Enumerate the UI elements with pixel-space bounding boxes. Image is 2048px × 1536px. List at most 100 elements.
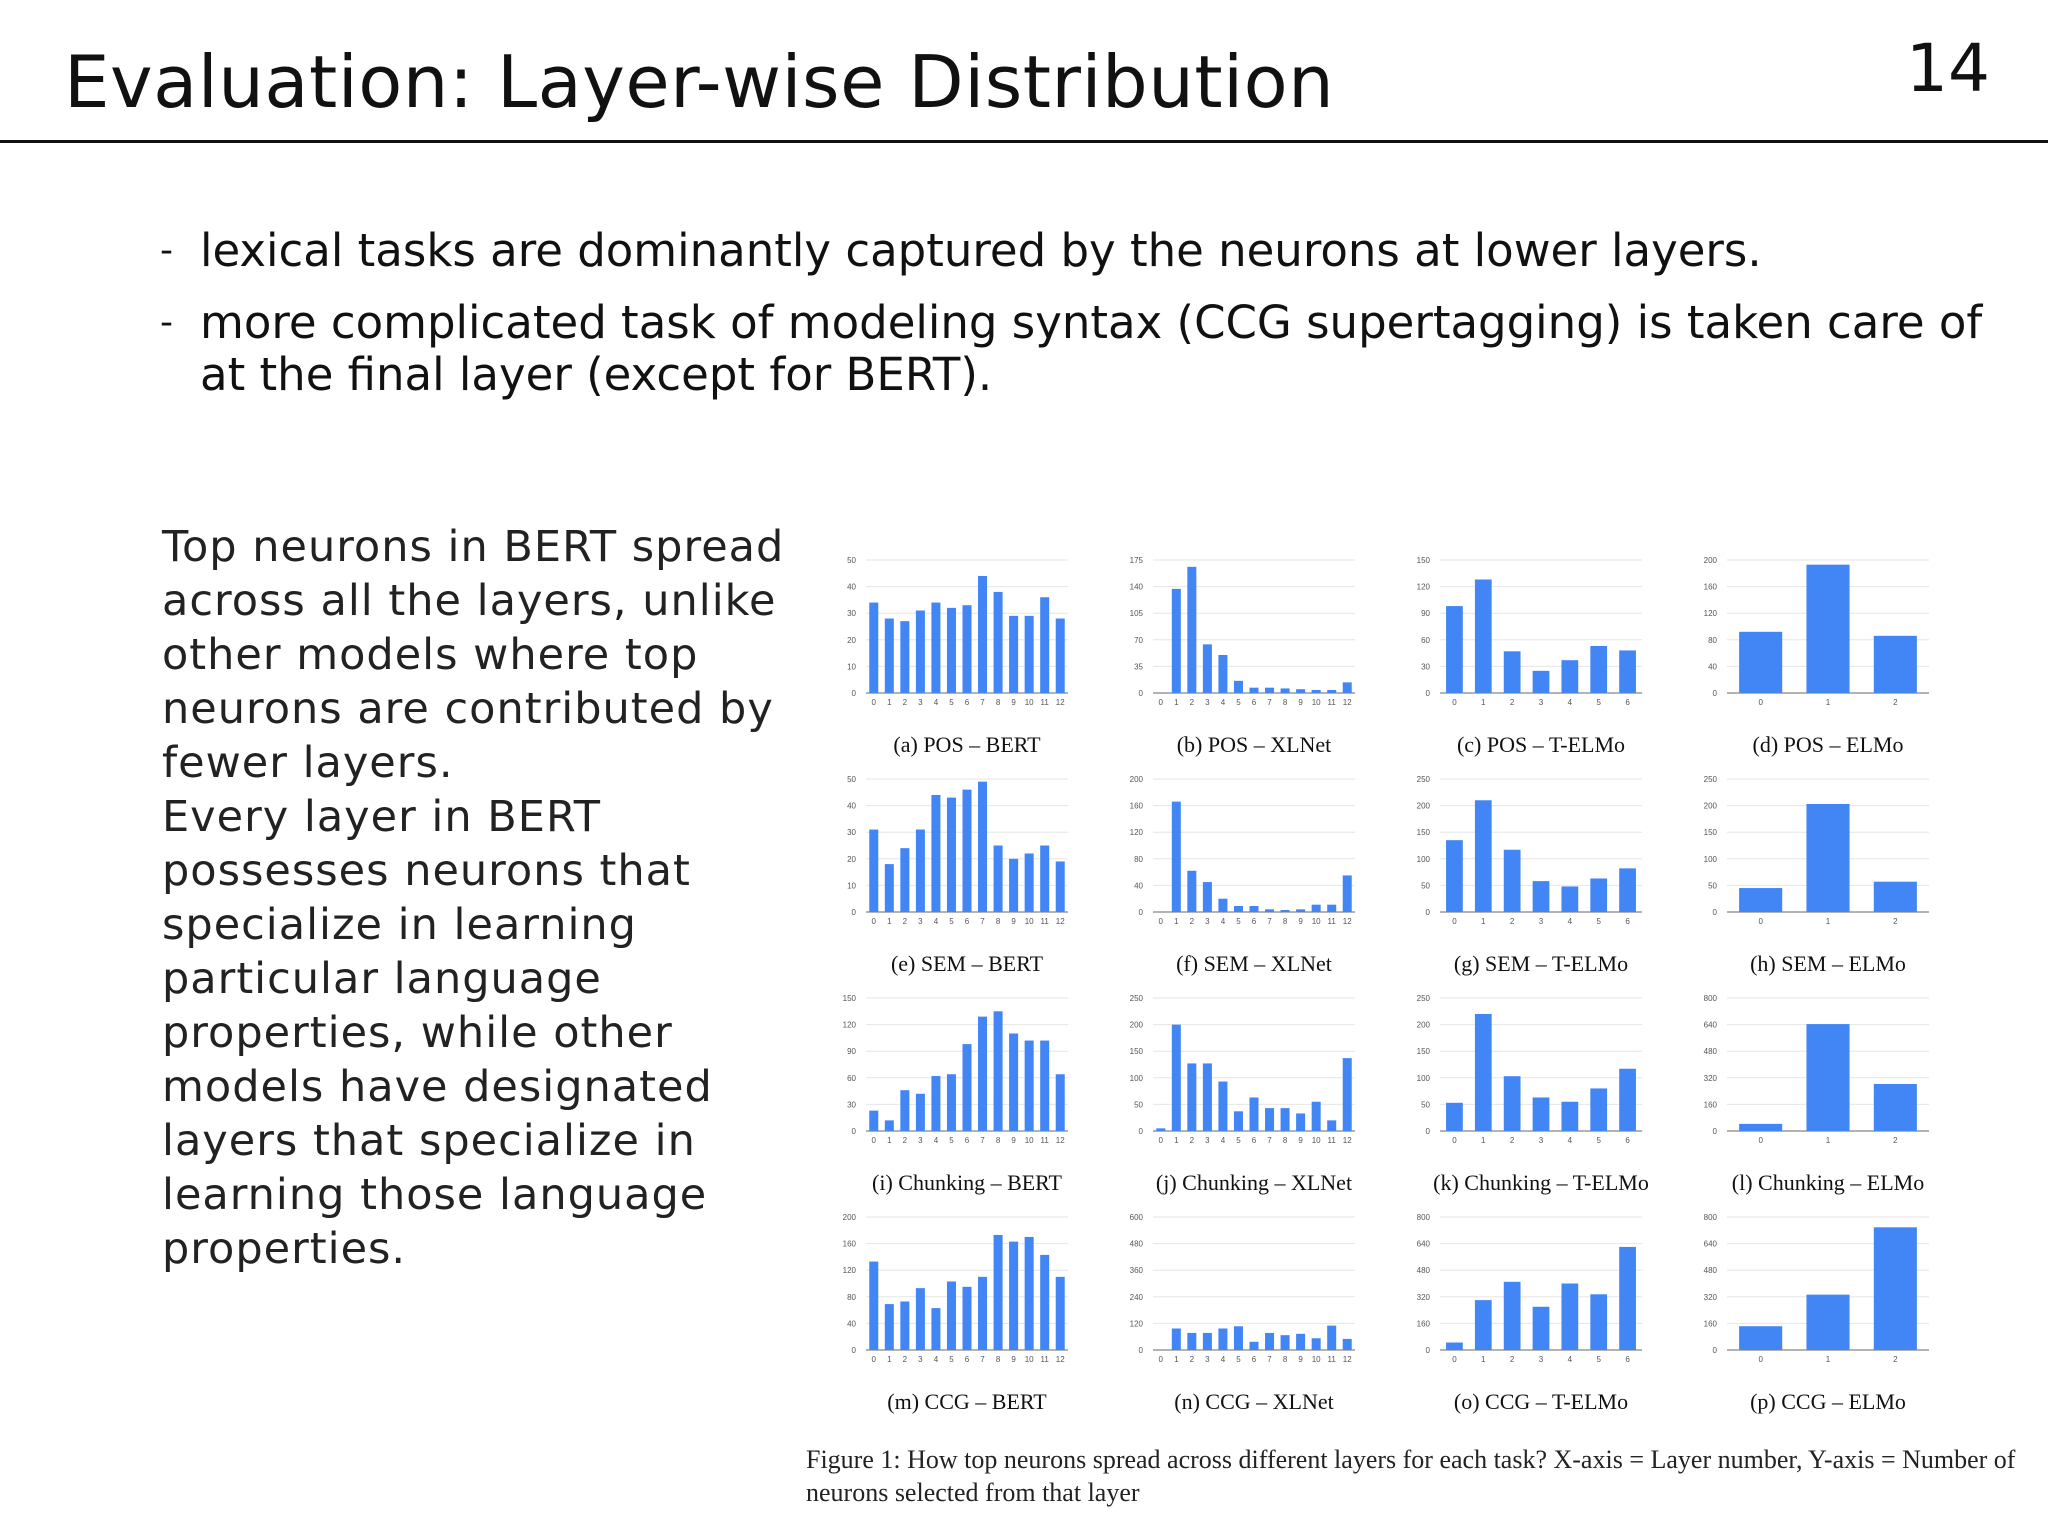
bar <box>1311 1338 1321 1350</box>
bar <box>1561 886 1579 912</box>
bar <box>1619 1068 1636 1131</box>
bar <box>1311 689 1321 693</box>
x-tick-label: 6 <box>1625 1355 1630 1364</box>
bar <box>1296 909 1306 912</box>
y-tick-label: 160 <box>1130 802 1144 811</box>
y-tick-label: 150 <box>1704 828 1718 837</box>
x-tick-label: 4 <box>1221 917 1226 926</box>
x-tick-label: 12 <box>1056 698 1065 707</box>
y-tick-label: 120 <box>843 1021 857 1030</box>
y-tick-label: 250 <box>1417 775 1431 784</box>
bar <box>869 1261 879 1350</box>
bar <box>993 1011 1003 1131</box>
bar <box>1055 861 1065 912</box>
bar <box>1249 1341 1259 1350</box>
bar <box>1265 1108 1275 1131</box>
x-tick-label: 0 <box>872 917 877 926</box>
bar <box>1171 1024 1181 1131</box>
bar <box>1280 1108 1290 1131</box>
bar <box>946 797 956 912</box>
bar <box>1873 635 1917 693</box>
x-tick-label: 1 <box>1481 1136 1486 1145</box>
chart-subtitle: (a) POS – BERT <box>893 732 1041 757</box>
bar <box>869 829 879 912</box>
bar <box>1342 875 1352 912</box>
x-tick-label: 7 <box>1267 1355 1272 1364</box>
x-tick-label: 12 <box>1056 1136 1065 1145</box>
y-tick-label: 120 <box>1130 828 1144 837</box>
x-tick-label: 9 <box>1298 1136 1303 1145</box>
chart-subtitle: (m) CCG – BERT <box>887 1389 1047 1414</box>
y-tick-label: 100 <box>1417 1074 1431 1083</box>
bar <box>962 1044 972 1131</box>
x-tick-label: 6 <box>965 1355 970 1364</box>
y-tick-label: 250 <box>1130 994 1144 1003</box>
y-tick-label: 0 <box>852 1346 857 1355</box>
y-tick-label: 140 <box>1130 583 1144 592</box>
bar <box>884 618 894 693</box>
bar <box>1503 1076 1521 1131</box>
bar <box>1806 1294 1850 1350</box>
y-tick-label: 30 <box>1421 662 1430 671</box>
x-tick-label: 11 <box>1328 1136 1337 1145</box>
x-tick-label: 0 <box>1758 698 1763 707</box>
x-tick-label: 3 <box>1205 698 1210 707</box>
bar <box>931 602 941 693</box>
x-tick-label: 8 <box>1283 698 1288 707</box>
chart-panel: 0 50 100 150 200 250 0 1 2 (h) SEM – ELMo <box>1704 775 1929 976</box>
y-tick-label: 70 <box>1134 636 1143 645</box>
bar <box>1474 1300 1492 1350</box>
chart-panel: 0 30 60 90 120 150 0 1 2 3 4 5 6 (c) POS – T-ELMo <box>1417 556 1642 757</box>
x-tick-label: 4 <box>934 1355 939 1364</box>
x-tick-label: 6 <box>1252 917 1257 926</box>
x-tick-label: 8 <box>1283 1136 1288 1145</box>
bar <box>1296 689 1306 693</box>
bar <box>1055 1276 1065 1350</box>
x-tick-label: 2 <box>1893 1136 1898 1145</box>
bar <box>993 1234 1003 1350</box>
x-tick-label: 7 <box>980 1136 985 1145</box>
x-tick-label: 0 <box>1452 1355 1457 1364</box>
y-tick-label: 0 <box>1139 1346 1144 1355</box>
bar <box>1218 655 1228 693</box>
x-tick-label: 6 <box>1625 1136 1630 1145</box>
chart-subtitle: (n) CCG – XLNet <box>1174 1389 1333 1414</box>
bar <box>1561 1283 1579 1350</box>
bar <box>1446 1342 1463 1350</box>
y-tick-label: 175 <box>1130 556 1144 565</box>
x-tick-label: 11 <box>1328 698 1337 707</box>
y-tick-label: 640 <box>1704 1021 1718 1030</box>
chart-subtitle: (p) CCG – ELMo <box>1750 1389 1906 1414</box>
bar <box>884 1304 894 1350</box>
chart-subtitle: (o) CCG – T-ELMo <box>1454 1389 1628 1414</box>
x-tick-label: 10 <box>1025 917 1034 926</box>
bar <box>1171 1328 1181 1350</box>
y-tick-label: 50 <box>847 775 856 784</box>
y-tick-label: 0 <box>1426 1127 1431 1136</box>
figure-caption: Figure 1: How top neurons spread across … <box>806 1445 2016 1507</box>
bar <box>1590 646 1608 693</box>
y-tick-label: 100 <box>1417 855 1431 864</box>
bar <box>946 607 956 693</box>
chart-panel: 0 40 80 120 160 200 0 1 2 (d) POS – ELMo <box>1704 556 1929 757</box>
bar <box>1280 1335 1290 1350</box>
x-tick-label: 3 <box>918 1355 923 1364</box>
bar <box>931 1308 941 1350</box>
y-tick-label: 800 <box>1704 1213 1718 1222</box>
x-tick-label: 9 <box>1011 917 1016 926</box>
y-tick-label: 480 <box>1704 1047 1718 1056</box>
y-tick-label: 200 <box>1417 802 1431 811</box>
x-tick-label: 9 <box>1298 917 1303 926</box>
x-tick-label: 4 <box>1221 1136 1226 1145</box>
x-tick-label: 6 <box>1625 698 1630 707</box>
x-tick-label: 5 <box>1236 1355 1241 1364</box>
bar <box>884 1120 894 1131</box>
bar <box>1202 1063 1212 1131</box>
x-tick-label: 9 <box>1011 1136 1016 1145</box>
x-tick-label: 8 <box>1283 917 1288 926</box>
x-tick-label: 1 <box>1481 917 1486 926</box>
bar <box>1265 909 1275 912</box>
